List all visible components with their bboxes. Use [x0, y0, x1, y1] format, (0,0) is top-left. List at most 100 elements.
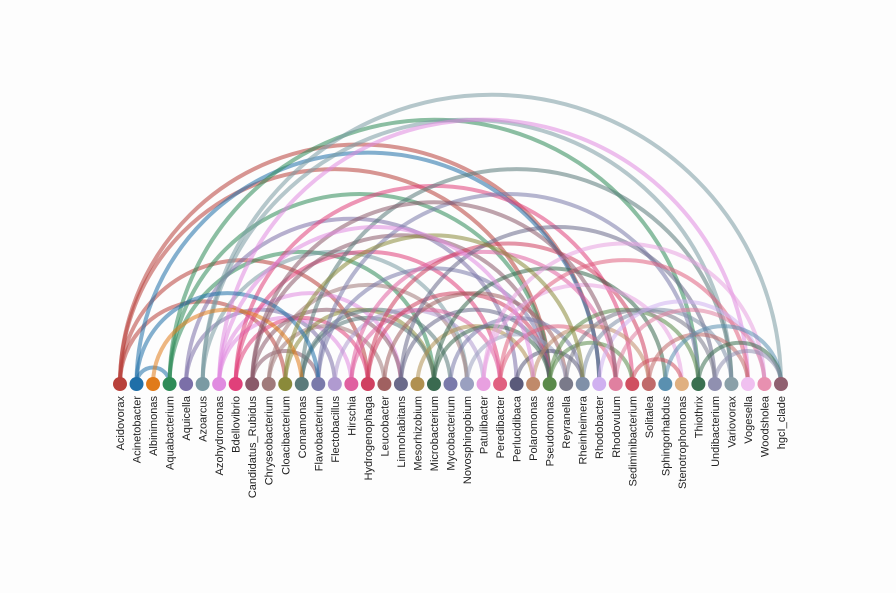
node	[129, 377, 144, 391]
node-label: Chryseobacterium	[264, 396, 276, 485]
node	[460, 377, 475, 391]
node	[608, 377, 623, 391]
node-label: Reyranella	[561, 395, 573, 448]
arc	[184, 216, 519, 385]
node-label: Albinimonas	[148, 396, 160, 456]
arc	[712, 348, 783, 385]
node	[327, 377, 342, 391]
node	[426, 377, 441, 391]
node-label: Undibacterium	[710, 396, 722, 467]
node-label: Thiothrix	[693, 396, 705, 439]
arc	[349, 249, 618, 385]
arc	[217, 225, 536, 385]
node-label: Aquabacterium	[165, 396, 177, 470]
node-label: Solitalea	[644, 395, 656, 438]
node	[740, 377, 755, 391]
node	[311, 377, 326, 391]
node	[393, 377, 408, 391]
node-label: Azoarcus	[198, 396, 210, 442]
node-label: Vogesella	[743, 395, 755, 444]
arc	[250, 200, 618, 385]
node-label: Novosphingobium	[462, 396, 474, 484]
arc	[200, 93, 783, 385]
arc	[481, 282, 684, 385]
node	[195, 377, 210, 391]
arc	[250, 307, 403, 385]
node-label: Comamonas	[297, 396, 309, 459]
arc	[663, 324, 783, 385]
node	[344, 377, 359, 391]
node	[245, 377, 260, 391]
node	[410, 377, 425, 391]
node	[360, 377, 375, 391]
node-label: Leucobacter	[379, 396, 391, 457]
node-label: Acinetobacter	[132, 396, 144, 464]
node-label: Polaromonas	[528, 396, 540, 461]
node-label: Azohydromonas	[214, 396, 226, 476]
arc	[167, 117, 701, 385]
node	[658, 377, 673, 391]
node	[278, 377, 293, 391]
node	[443, 377, 458, 391]
node-label: Acidovorax	[115, 396, 127, 451]
node-label: Stenotrophomonas	[677, 396, 689, 489]
node-label: Flectobacillus	[330, 396, 342, 463]
node-label: Rhodovulum	[611, 396, 623, 458]
node-label: Variovorax	[726, 396, 738, 448]
node	[113, 377, 127, 391]
node	[179, 377, 194, 391]
node-label: Microbacterium	[429, 396, 441, 471]
node	[261, 377, 276, 391]
arc	[646, 332, 750, 385]
node	[493, 377, 508, 391]
node	[377, 377, 392, 391]
arc	[431, 324, 552, 385]
node-label: Flavobacterium	[313, 396, 325, 471]
node	[509, 377, 524, 391]
node-label: hgcI_clade	[776, 396, 788, 449]
node-label: Candidatus_Rubidus	[247, 396, 259, 499]
arc	[217, 117, 750, 385]
node-label: Pseudomonas	[545, 396, 557, 467]
node-label: Aquicella	[181, 395, 193, 441]
node	[724, 377, 739, 391]
node-label: Mesorhizobium	[412, 396, 424, 471]
node-label: Woodsholea	[759, 395, 771, 457]
arc	[134, 150, 602, 385]
node	[674, 377, 689, 391]
node	[691, 377, 706, 391]
node	[575, 377, 590, 391]
arc	[498, 324, 618, 385]
arc	[134, 291, 321, 385]
node	[757, 377, 772, 391]
node-label: Peredibacter	[495, 396, 507, 459]
node	[476, 377, 491, 391]
node	[162, 377, 177, 391]
arc	[481, 241, 767, 385]
node	[641, 377, 656, 391]
node	[294, 377, 309, 391]
node-label: Hirschia	[346, 395, 358, 436]
node-label: Cloacibacterium	[280, 396, 292, 475]
node-label: Rhodobacter	[594, 396, 606, 459]
node	[625, 377, 640, 391]
node	[774, 377, 788, 391]
node	[212, 377, 227, 391]
node-label: Rheinheimera	[578, 395, 590, 464]
node-label: Limnohabitans	[396, 396, 408, 468]
arc	[580, 307, 734, 385]
node	[542, 377, 557, 391]
arc	[151, 307, 304, 385]
node-label: Patulibacter	[479, 396, 491, 454]
node	[592, 377, 607, 391]
node	[228, 377, 243, 391]
arc	[431, 266, 668, 385]
node-label: Sediminibacterium	[627, 396, 639, 486]
arc	[465, 332, 569, 385]
node	[146, 377, 161, 391]
arcs	[118, 93, 783, 385]
arc	[283, 233, 585, 385]
arc	[167, 192, 552, 385]
node-label: Mycobacterium	[446, 396, 458, 471]
